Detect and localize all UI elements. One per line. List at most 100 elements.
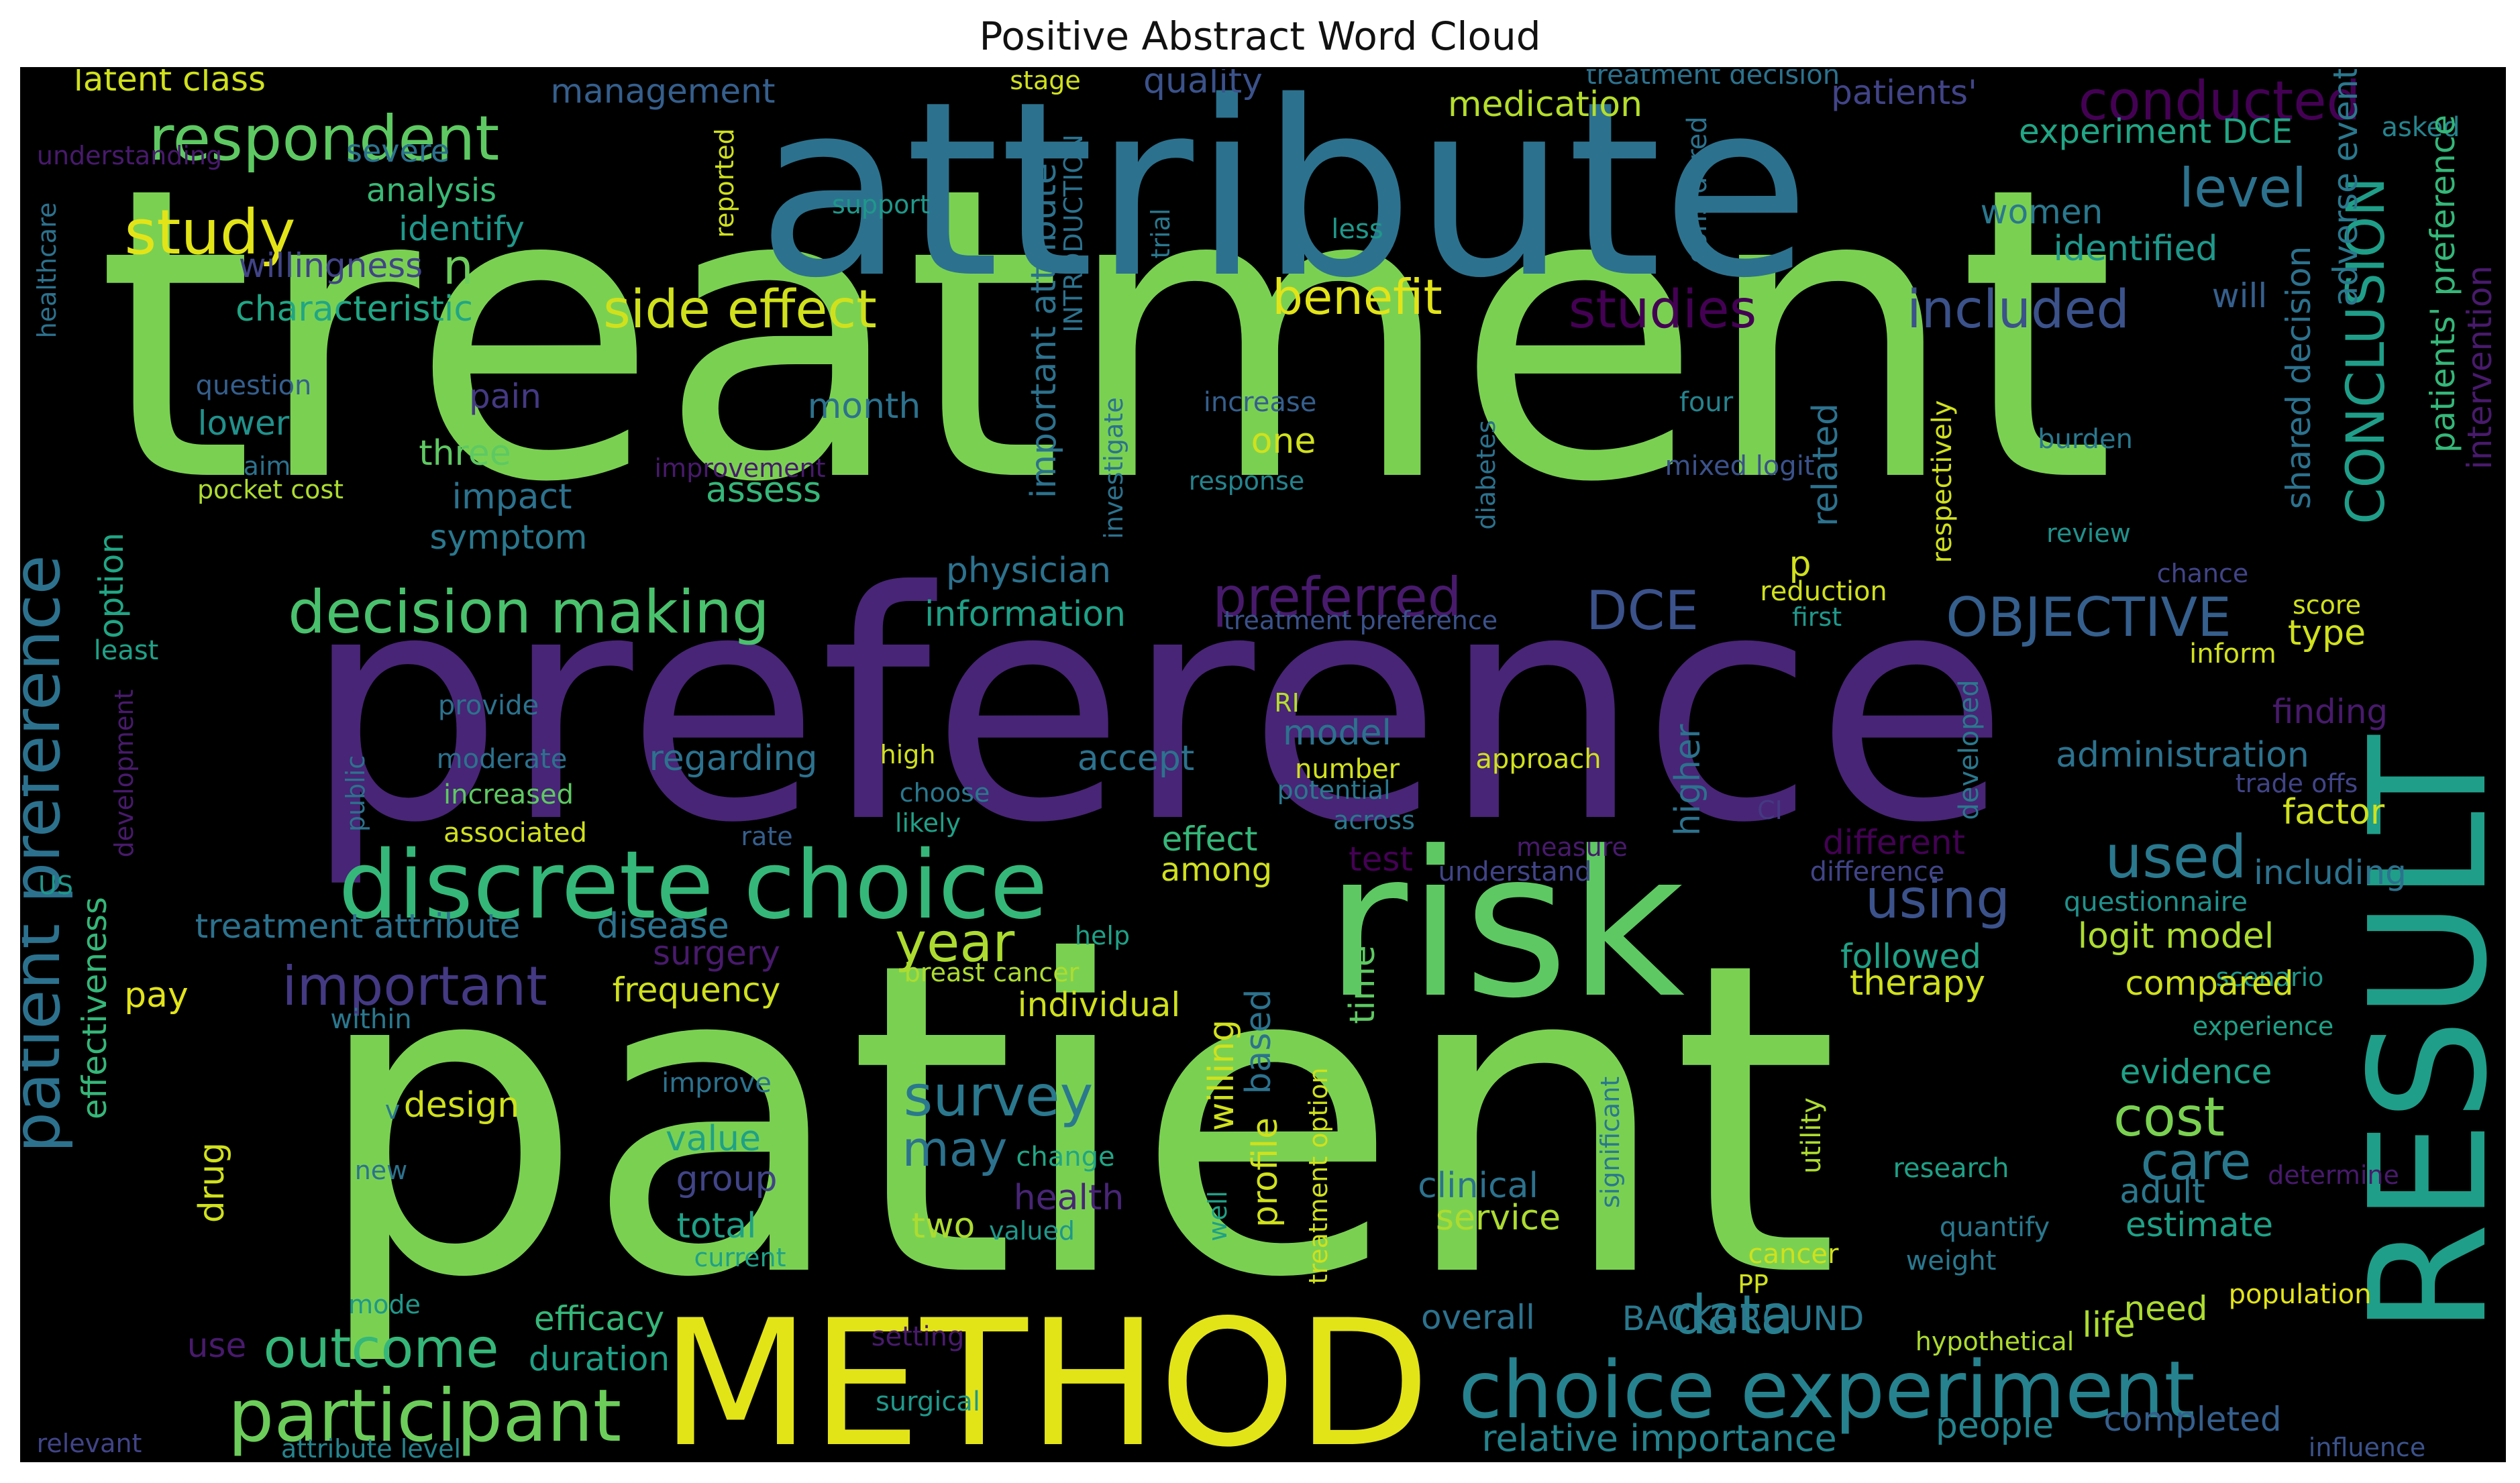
cloud-word: choose — [900, 778, 990, 808]
cloud-word: survey — [904, 1063, 1094, 1129]
cloud-word: value — [666, 1119, 761, 1159]
cloud-word: associated — [443, 818, 587, 848]
cloud-word: different — [1823, 823, 1965, 862]
cloud-word: DCE — [1586, 580, 1699, 642]
cloud-word: less — [1331, 214, 1383, 245]
cloud-word: well — [1203, 1191, 1232, 1242]
cloud-word: identified — [2054, 229, 2218, 269]
cloud-word: finding — [2272, 692, 2388, 731]
cloud-word: increase — [1204, 387, 1317, 418]
cloud-word: choice experiment — [1459, 1343, 2195, 1436]
cloud-word: need — [2124, 1289, 2208, 1328]
cloud-word: understand — [1438, 857, 1592, 887]
cloud-word: cost — [2113, 1086, 2225, 1148]
cloud-word: discrete choice — [338, 831, 1047, 940]
cloud-word: improve — [662, 1068, 772, 1099]
cloud-word: trade offs — [2236, 769, 2358, 798]
cloud-word: total — [677, 1206, 757, 1246]
cloud-word: design — [404, 1085, 520, 1125]
cloud-word: current — [694, 1243, 786, 1272]
cloud-word: v — [385, 1095, 401, 1125]
cloud-word: level — [2179, 157, 2307, 219]
cloud-word: n — [443, 239, 474, 295]
cloud-word: data — [1673, 1284, 1793, 1346]
cloud-word: care — [2141, 1132, 2252, 1191]
cloud-word: regarding — [649, 738, 818, 779]
cloud-word: may — [902, 1121, 1008, 1177]
cloud-word: difference — [1810, 857, 1945, 887]
cloud-word: severe — [346, 133, 450, 169]
cloud-word: inform — [2189, 639, 2276, 669]
cloud-word: impact — [452, 477, 572, 517]
cloud-word: estimate — [2125, 1205, 2273, 1244]
cloud-word: followed — [1840, 937, 1981, 976]
cloud-word: likely — [895, 808, 961, 838]
cloud-word: quantify — [1940, 1212, 2050, 1243]
cloud-word: healthcare — [32, 203, 62, 339]
cloud-word: use — [187, 1326, 247, 1365]
cloud-word: side effect — [603, 280, 877, 340]
cloud-word: research — [1893, 1153, 2009, 1184]
cloud-word: setting — [872, 1321, 965, 1352]
cloud-word: health — [1014, 1178, 1124, 1218]
cloud-word: public — [341, 755, 370, 832]
cloud-word: preferred — [1212, 566, 1461, 628]
cloud-word: test — [1349, 840, 1413, 879]
cloud-word: treatment attribute — [195, 907, 521, 946]
cloud-word: influence — [2309, 1433, 2425, 1462]
cloud-word: PP — [1738, 1270, 1769, 1299]
cloud-word: compared — [2125, 964, 2293, 1003]
cloud-word: within — [330, 1004, 411, 1035]
cloud-word: mode — [348, 1290, 421, 1319]
cloud-word: therapy — [1850, 963, 1985, 1003]
cloud-word: logit model — [2078, 916, 2274, 956]
cloud-word: study — [124, 197, 295, 268]
cloud-word: measure — [1516, 832, 1628, 862]
cloud-word: INTRODUCTION — [1059, 134, 1088, 333]
cloud-word: information — [925, 594, 1126, 635]
cloud-word: BACKGROUND — [1622, 1299, 1865, 1338]
cloud-word: option — [92, 533, 131, 639]
cloud-word: month — [808, 386, 921, 427]
cloud-word: one — [1251, 421, 1316, 461]
cloud-word: four — [1679, 387, 1734, 418]
cloud-word: METHOD — [660, 1283, 1430, 1462]
cloud-word: experiment DCE — [2019, 112, 2293, 151]
cloud-word: time — [1343, 945, 1383, 1024]
cloud-word: important attribute — [1024, 163, 1064, 498]
cloud-word: used — [2105, 822, 2247, 891]
cloud-word: willingness — [239, 246, 423, 285]
cloud-word: burden — [2038, 424, 2133, 455]
cloud-word: diabetes — [1471, 420, 1501, 530]
cloud-word: effectiveness — [75, 897, 114, 1119]
cloud-word: US — [38, 871, 73, 900]
cloud-word: two — [912, 1206, 976, 1246]
cloud-word: studies — [1569, 280, 1756, 340]
cloud-word: management — [551, 72, 776, 111]
cloud-word: patients' preference — [2423, 115, 2462, 453]
cloud-word: considered — [1682, 116, 1713, 263]
cloud-word: across — [1333, 806, 1415, 835]
cloud-word: rate — [741, 822, 792, 851]
cloud-word: score — [2293, 590, 2361, 620]
cloud-word: including — [2254, 853, 2407, 892]
cloud-word: among — [1161, 851, 1272, 889]
cloud-word: significant — [1595, 1077, 1625, 1208]
cloud-word: valued — [989, 1216, 1075, 1246]
cloud-word: pay — [124, 975, 189, 1015]
cloud-word: administration — [2056, 735, 2309, 775]
cloud-word: related — [1805, 403, 1846, 527]
cloud-word: benefit — [1272, 269, 1442, 325]
cloud-word: symptom — [430, 518, 588, 557]
cloud-word: intervention — [2460, 266, 2499, 470]
cloud-word: clinical — [1418, 1166, 1538, 1206]
cloud-word: attribute — [757, 69, 1810, 331]
cloud-word: treatment decision — [1586, 69, 1840, 91]
cloud-word: provide — [438, 690, 539, 721]
cloud-word: investigate — [1099, 397, 1128, 539]
cloud-word: people — [1936, 1406, 2054, 1446]
cloud-word: outcome — [263, 1317, 498, 1380]
cloud-word: attribute level — [281, 1434, 461, 1462]
cloud-word: medication — [1448, 85, 1642, 125]
